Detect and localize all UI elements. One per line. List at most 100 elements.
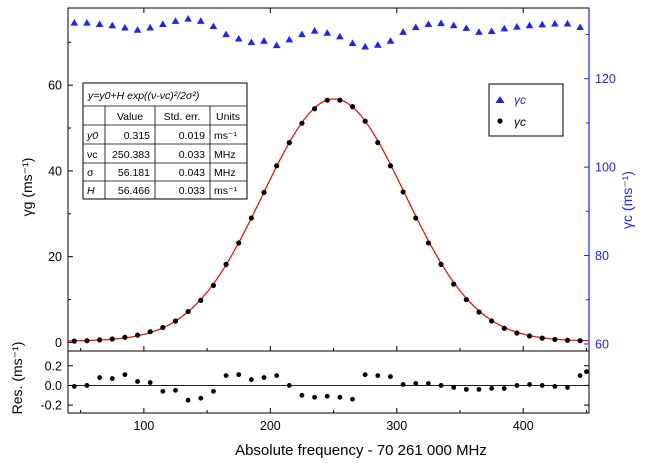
- gamma-g-data-point: [526, 333, 533, 339]
- gamma-g-data-point: [362, 118, 368, 124]
- residual-point: [109, 376, 115, 381]
- gamma-g-data-point: [97, 337, 103, 343]
- gamma-c-triangle-point: [234, 34, 243, 42]
- residual-y-tick-label: -0.2: [40, 399, 62, 413]
- gamma-g-data-point: [577, 338, 583, 344]
- residual-point: [514, 383, 520, 388]
- residual-point: [375, 373, 381, 379]
- gamma-c-triangle-point: [146, 23, 154, 31]
- gamma-c-triangle-point: [108, 21, 117, 29]
- gamma-c-triangle-point: [513, 23, 521, 30]
- gamma-g-data-point: [564, 337, 571, 343]
- gamma-c-triangle-point: [500, 24, 509, 32]
- residual-point: [261, 375, 267, 380]
- gamma-g-data-point: [337, 97, 343, 103]
- gamma-g-data-point: [84, 338, 90, 344]
- x-axis-title: Absolute frequency - 70 261 000 MHz: [235, 442, 487, 459]
- residual-point: [438, 383, 444, 388]
- gamma-g-data-point: [286, 140, 292, 146]
- residual-point: [71, 384, 77, 389]
- residual-point: [84, 383, 90, 388]
- gamma-g-data-point: [248, 215, 254, 221]
- y-left-tick-label: 0: [55, 336, 62, 350]
- gamma-g-data-point: [413, 215, 419, 221]
- fit-param-name: H: [87, 185, 95, 197]
- residual-point: [198, 395, 204, 401]
- y-right-tick-label: 80: [595, 249, 609, 263]
- residual-point: [463, 386, 469, 392]
- gamma-g-data-point: [210, 282, 217, 289]
- gamma-c-triangle-point: [538, 20, 547, 28]
- gamma-g-data-point: [185, 308, 191, 315]
- gamma-c-triangle-point: [449, 21, 458, 29]
- residual-point: [248, 377, 254, 382]
- residual-point: [97, 375, 103, 380]
- fit-param-units: MHz: [214, 167, 236, 179]
- legend-label-circles: γc: [514, 115, 526, 129]
- gamma-g-data-point: [514, 330, 520, 336]
- gamma-g-data-point: [274, 163, 280, 169]
- legend-triangle-marker: [495, 96, 505, 103]
- gamma-g-data-point: [236, 240, 242, 246]
- residual-point: [400, 382, 406, 387]
- gamma-c-triangle-point: [222, 30, 230, 38]
- gamma-c-triangle-point: [386, 37, 395, 44]
- fit-param-name: νc: [87, 149, 98, 161]
- gamma-c-triangle-point: [133, 26, 142, 33]
- gamma-c-triangle-point: [399, 28, 407, 35]
- gamma-c-triangle-point: [209, 22, 218, 30]
- gamma-c-triangle-point: [462, 24, 471, 31]
- gamma-c-triangle-point: [159, 20, 167, 27]
- residual-point: [274, 373, 280, 379]
- y-right-tick-label: 60: [595, 337, 609, 351]
- residual-point: [312, 394, 317, 400]
- gamma-g-data-point: [400, 189, 406, 195]
- legend: γc γc: [488, 83, 564, 137]
- x-tick-label: 100: [133, 419, 154, 433]
- residual-point: [223, 373, 229, 379]
- gamma-g-data-point: [501, 325, 507, 331]
- residual-point: [527, 382, 532, 387]
- gamma-g-data-point: [438, 261, 444, 267]
- fit-header-stderr: Std. err.: [164, 111, 201, 123]
- gamma-c-triangle-point: [361, 42, 369, 50]
- fit-table-frame: [82, 82, 248, 200]
- fit-param-value: 0.315: [124, 130, 150, 142]
- residual-point: [185, 397, 191, 403]
- gamma-g-data-point: [299, 120, 305, 126]
- residual-plot-frame: [67, 350, 590, 414]
- residual-point: [299, 392, 305, 398]
- gamma-g-data-point: [147, 329, 153, 335]
- fit-param-value: 56.181: [118, 167, 150, 179]
- fit-param-stderr: 0.019: [179, 130, 205, 142]
- gamma-g-data-point: [71, 338, 77, 344]
- residual-point: [236, 372, 242, 378]
- residual-point: [489, 385, 495, 391]
- residual-axis-title: Res. (ms⁻¹): [9, 342, 25, 415]
- gamma-g-data-point: [160, 324, 166, 331]
- legend-label-triangles: γc: [514, 93, 526, 107]
- gamma-g-data-point: [134, 332, 141, 338]
- gamma-c-triangle-point: [487, 27, 496, 35]
- fit-param-name: y0: [86, 130, 98, 142]
- y-left-tick-label: 40: [48, 164, 62, 178]
- gamma-c-triangle-point: [184, 15, 192, 22]
- gamma-c-triangle-point: [576, 23, 584, 31]
- fit-param-name: σ: [87, 167, 94, 179]
- residual-point: [362, 372, 368, 378]
- residual-point: [539, 383, 545, 388]
- residual-y-tick-label: 0.2: [45, 359, 62, 373]
- gamma-c-triangle-point: [475, 28, 483, 35]
- gamma-g-data-point: [349, 104, 356, 110]
- gamma-c-triangle-point: [336, 32, 344, 40]
- gamma-g-data-point: [261, 189, 267, 195]
- fit-header-units: Units: [216, 111, 240, 123]
- gamma-g-data-point: [552, 336, 558, 343]
- y-axis-title-left: γg (ms⁻¹): [19, 158, 35, 217]
- y-right-tick-label: 120: [595, 72, 616, 86]
- gamma-c-triangle-point: [247, 38, 256, 46]
- axis-text: 100 200 300 400 0 20 40 60 60 80 100 120 -0.2 0.0 0.2: [40, 72, 615, 433]
- gamma-c-triangle-point: [348, 39, 357, 46]
- fit-param-stderr: 0.043: [179, 167, 205, 179]
- fit-param-stderr: 0.033: [179, 185, 205, 197]
